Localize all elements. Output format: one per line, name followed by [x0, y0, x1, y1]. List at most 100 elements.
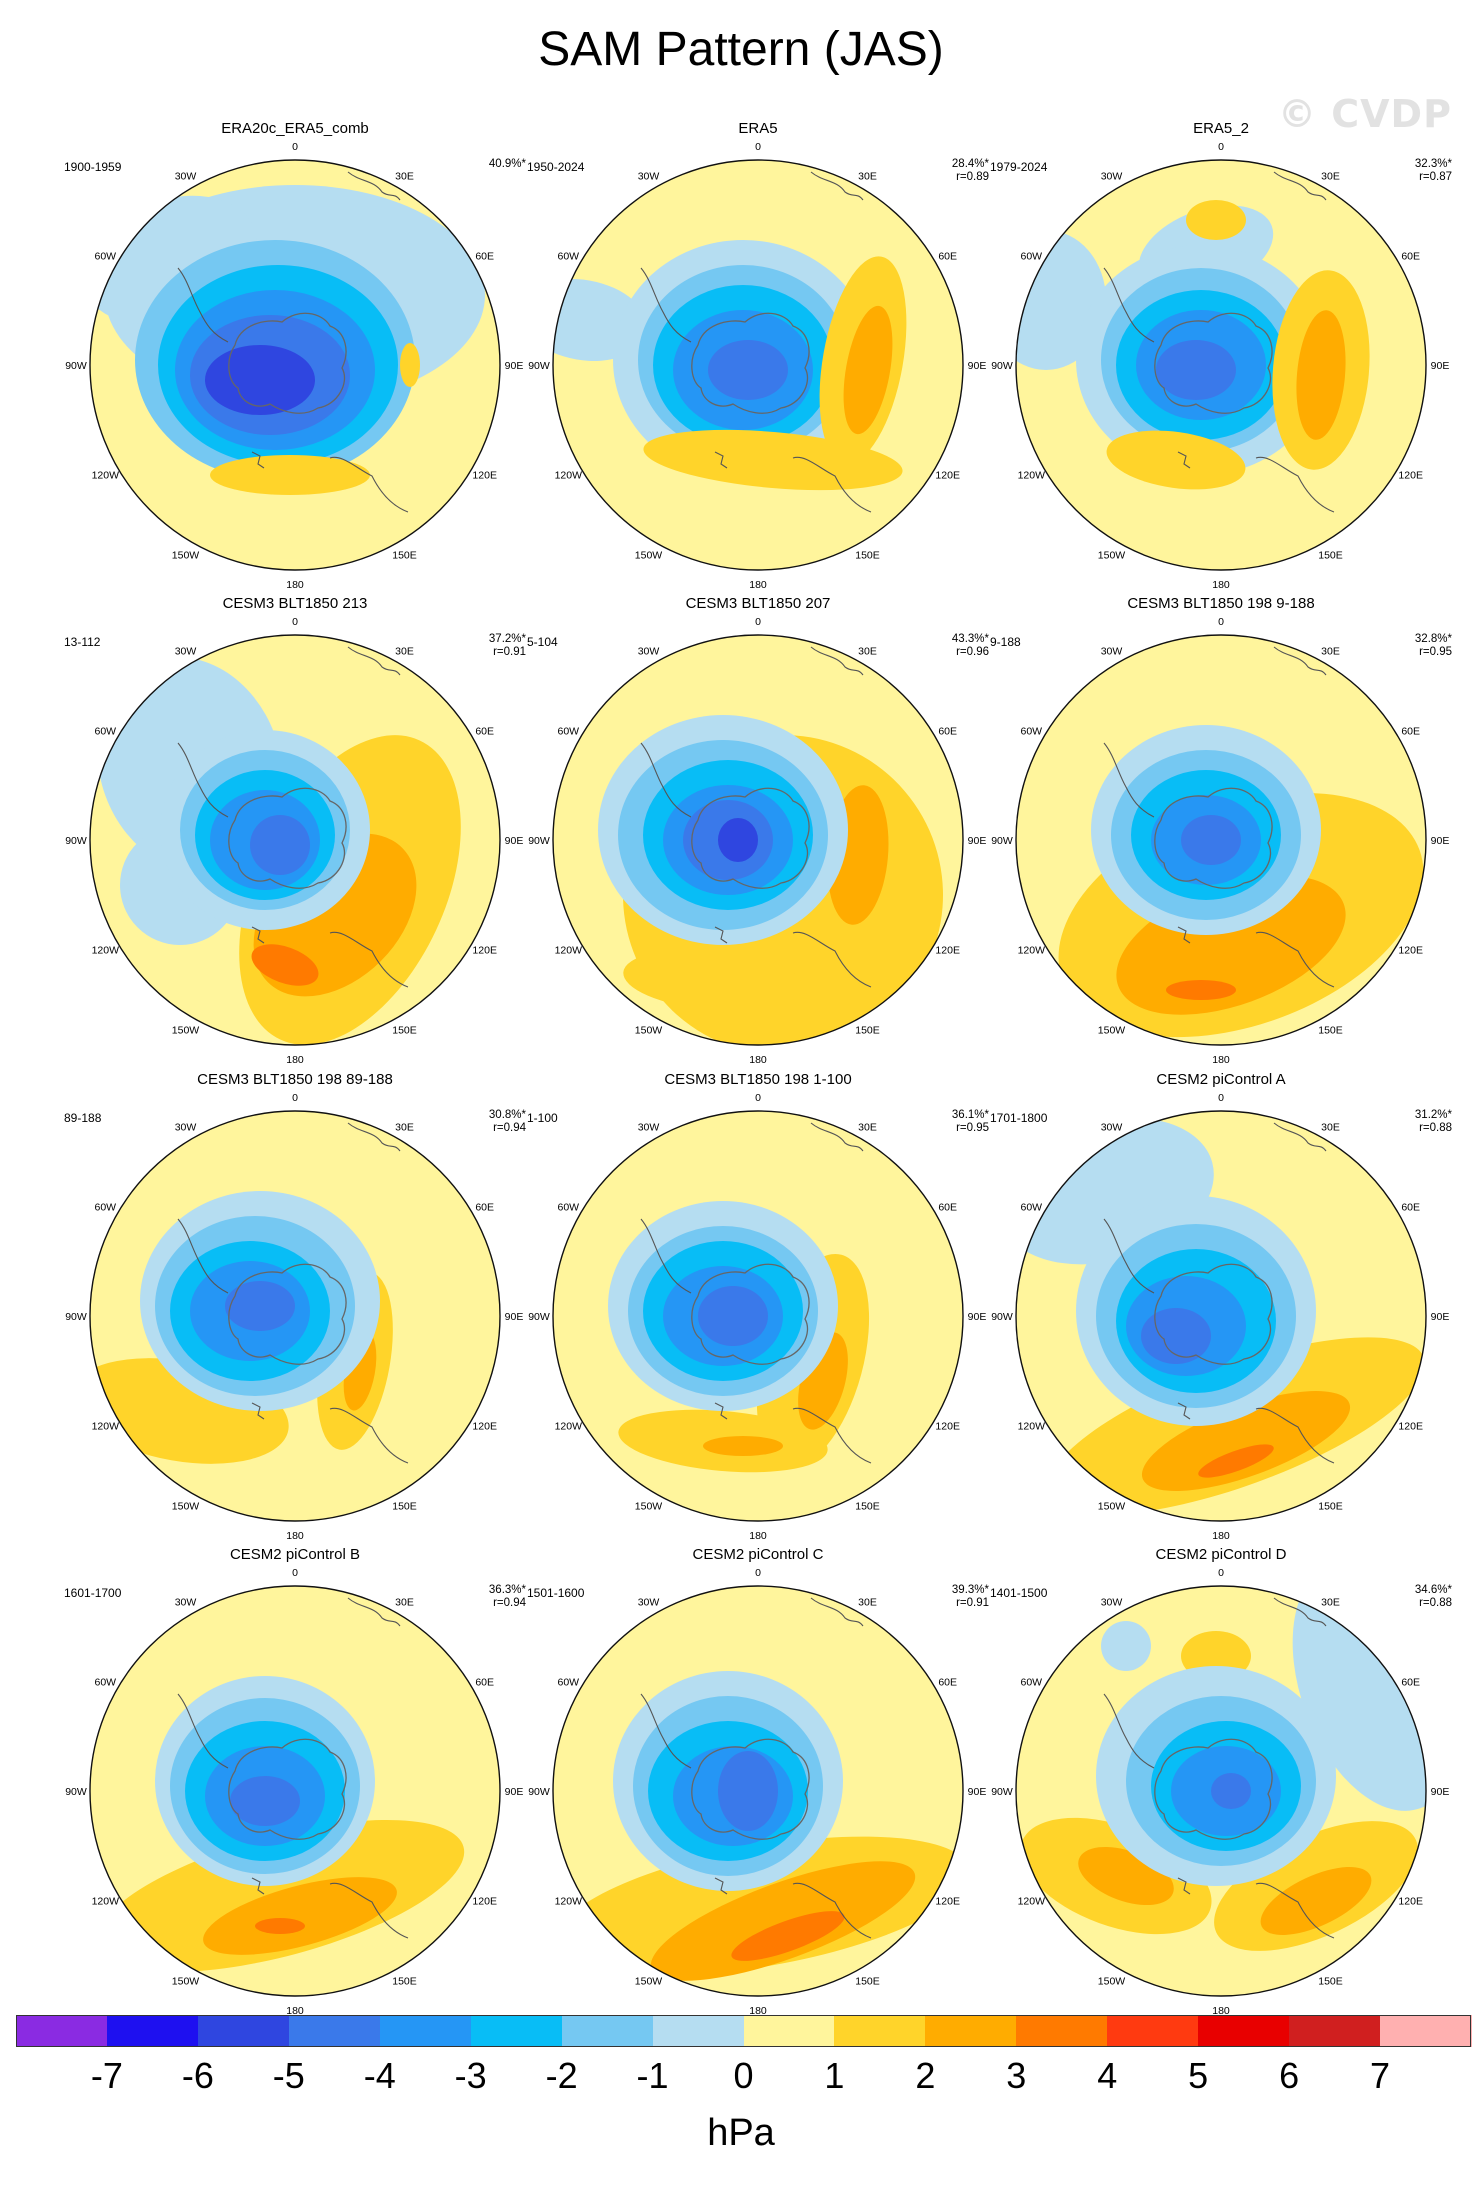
coastline [810, 171, 864, 201]
pattern-correlation: r=0.88 [1419, 1122, 1452, 1134]
coastline [810, 1122, 864, 1152]
antarctica-coastline [228, 1263, 347, 1365]
colorbar-bin [834, 2015, 926, 2047]
longitude-label: 60W [95, 1677, 117, 1689]
contour-region [731, 1911, 845, 1961]
cvdp-watermark: © CVDP [1278, 92, 1452, 136]
panel-period: 1950-2024 [527, 160, 585, 174]
panel-period: 1401-1500 [990, 1586, 1048, 1600]
antarctica-coastline [691, 312, 810, 414]
panel-title: CESM2 piControl D [1155, 1546, 1287, 1563]
colorbar-bin [470, 2015, 563, 2047]
longitude-label: 30E [858, 645, 877, 657]
panel-stats: 43.3%* r=0.96 [952, 633, 989, 659]
longitude-label: 180 [749, 579, 767, 590]
longitude-label: 30W [1101, 1596, 1123, 1608]
contour-region [718, 1751, 778, 1831]
map-panel: 0 30E 60E 90E 120E 150E 180 150W 120W 90W 60W 30W ER… [986, 120, 1456, 590]
colorbar-units: hPa [707, 2112, 775, 2154]
coastline [1177, 1877, 1191, 1895]
map-boundary [1015, 159, 1427, 571]
longitude-label: 120E [472, 1896, 497, 1908]
longitude-label: 120W [555, 945, 583, 957]
contour-region [251, 944, 319, 986]
colorbar-tick-label: -3 [454, 2055, 487, 2096]
colorbar-bin [197, 2015, 290, 2047]
longitude-label: 0 [755, 616, 761, 628]
longitude-label: 180 [1212, 1054, 1230, 1065]
longitude-label: 60W [1021, 1202, 1043, 1214]
longitude-label: 90E [968, 1786, 987, 1798]
longitude-label: 90W [65, 835, 87, 847]
polar-map: 0 30E 60E 90E 120E 150E 180 150W 120W 90W 60W 30W [65, 616, 524, 1065]
longitude-label: 60W [1021, 1677, 1043, 1689]
longitude-label: 60W [558, 1677, 580, 1689]
panel-period: 1701-1800 [990, 1111, 1048, 1125]
longitude-label: 30E [1321, 170, 1340, 182]
coastline [329, 456, 409, 513]
longitude-label: 120W [555, 1896, 583, 1908]
longitude-label: 90E [968, 835, 987, 847]
polar-map: 0 30E 60E 90E 120E 150E 180 150W 120W 90W 60W 30W [528, 1567, 987, 2016]
colorbar-tick-label: 7 [1370, 2055, 1391, 2096]
variance-explained: 31.2%* [1414, 1109, 1452, 1121]
colorbar-bin [1016, 2015, 1108, 2047]
longitude-label: 150W [1098, 1501, 1126, 1513]
coastline [1177, 451, 1191, 469]
longitude-label: 30E [395, 645, 414, 657]
longitude-label: 150E [392, 1025, 417, 1037]
colorbar-tick-label: 4 [1097, 2055, 1118, 2096]
longitude-label: 60E [475, 1677, 494, 1689]
map-panel: 0 30E 60E 90E 120E 150E 180 150W 120W 90W 60W 30W ER… [523, 120, 993, 590]
longitude-label: 150W [635, 1976, 663, 1988]
longitude-label: 60W [95, 251, 117, 263]
panel-title: CESM2 piControl B [229, 1546, 361, 1563]
map-boundary [552, 634, 964, 1046]
panel-title: CESM3 BLT1850 198 9-188 [1127, 595, 1315, 612]
antarctica-coastline [1154, 1738, 1273, 1840]
coastline [1103, 1218, 1155, 1294]
longitude-label: 30W [1101, 170, 1123, 182]
contour-region [225, 1281, 295, 1331]
longitude-label: 150W [1098, 1976, 1126, 1988]
pattern-correlation: r=0.91 [956, 1597, 989, 1609]
longitude-label: 90E [505, 835, 524, 847]
panel-period: 89-188 [64, 1111, 102, 1125]
longitude-label: 30E [858, 170, 877, 182]
panel-stats: 40.9%* [489, 158, 526, 171]
longitude-label: 60W [558, 726, 580, 738]
longitude-label: 150W [172, 1501, 200, 1513]
antarctica-coastline [228, 312, 347, 414]
colorbar-tick-label: 5 [1188, 2055, 1209, 2096]
longitude-label: 0 [292, 1092, 298, 1104]
panel-title: CESM3 BLT1850 198 89-188 [197, 1071, 393, 1088]
contour-region [1166, 980, 1236, 1000]
longitude-label: 60E [1401, 726, 1420, 738]
longitude-label: 180 [749, 1054, 767, 1065]
coastline [1103, 267, 1155, 343]
map-panel: 0 30E 60E 90E 120E 150E 180 150W 120W 90W 60W 30W CE… [986, 1071, 1456, 1541]
colorbar-bin [925, 2015, 1017, 2047]
longitude-label: 90E [968, 1311, 987, 1323]
coastline [347, 171, 401, 201]
colorbar-bin [16, 2015, 108, 2047]
colorbar-tick-label: 6 [1279, 2055, 1300, 2096]
contour-region [1186, 200, 1246, 240]
variance-explained: 40.9%* [488, 158, 526, 170]
figure-title: SAM Pattern (JAS) [538, 23, 944, 76]
coastline [714, 926, 728, 944]
longitude-label: 30E [395, 170, 414, 182]
panel-stats: 30.8%* r=0.94 [489, 1109, 526, 1135]
panel-stats: 36.1%* r=0.95 [952, 1109, 989, 1135]
panel-period: 9-188 [990, 635, 1021, 649]
longitude-label: 150E [855, 1976, 880, 1988]
pattern-correlation: r=0.95 [1419, 646, 1452, 658]
coastline [347, 1122, 401, 1152]
map-boundary [1015, 1110, 1427, 1522]
longitude-label: 150W [1098, 1025, 1126, 1037]
coastline [1103, 742, 1155, 818]
variance-explained: 37.2%* [488, 633, 526, 645]
colorbar-tick-label: -2 [545, 2055, 578, 2096]
coastline [640, 742, 692, 818]
map-boundary [89, 634, 501, 1046]
